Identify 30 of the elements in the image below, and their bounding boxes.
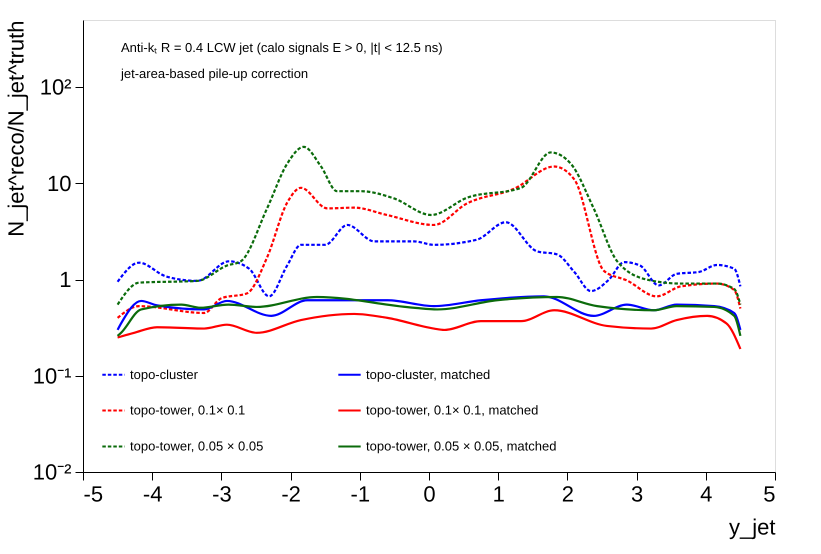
legend-label: topo-cluster, matched (366, 366, 490, 382)
x-tick-label: 4 (700, 482, 712, 506)
y-tick-label: 10⁻¹ (32, 363, 72, 388)
legend-label: topo-tower, 0.05 × 0.05, matched (366, 438, 556, 454)
line-series (116, 221, 742, 298)
line-series (116, 146, 742, 306)
x-axis-title: y_jet (729, 514, 776, 540)
x-tick-label: -2 (281, 482, 301, 506)
x-tick-label: -5 (84, 482, 104, 506)
x-tick-label: -1 (350, 482, 370, 506)
x-tick-label: 2 (562, 482, 574, 506)
x-tick-label: -4 (142, 482, 162, 506)
y-tick-label: 1 (59, 267, 72, 292)
legend-label: topo-tower, 0.1× 0.1, matched (366, 402, 538, 418)
legend-label: topo-tower, 0.05 × 0.05 (130, 438, 264, 454)
line-series (116, 165, 742, 319)
annotation: jet-area-based pile-up correction (120, 66, 308, 81)
annotation: Anti-kₜ R = 0.4 LCW jet (calo signals E > 0, |t| < 12.5 ns) (121, 40, 443, 55)
x-tick-label: 0 (423, 482, 436, 506)
line-series (116, 309, 742, 350)
x-tick-label: 3 (630, 482, 644, 506)
x-tick-label: 5 (763, 482, 776, 506)
y-axis-title: N_jet^reco/N_jet^truth (4, 20, 29, 237)
y-tick-label: 10⁻² (32, 460, 72, 484)
y-tick-label: 10 (47, 170, 72, 196)
x-tick-label: -3 (212, 482, 232, 506)
legend-label: topo-cluster (130, 366, 199, 382)
legend-label: topo-tower, 0.1× 0.1 (130, 402, 246, 418)
x-tick-label: 1 (492, 482, 505, 506)
y-tick-label: 10² (40, 74, 72, 100)
